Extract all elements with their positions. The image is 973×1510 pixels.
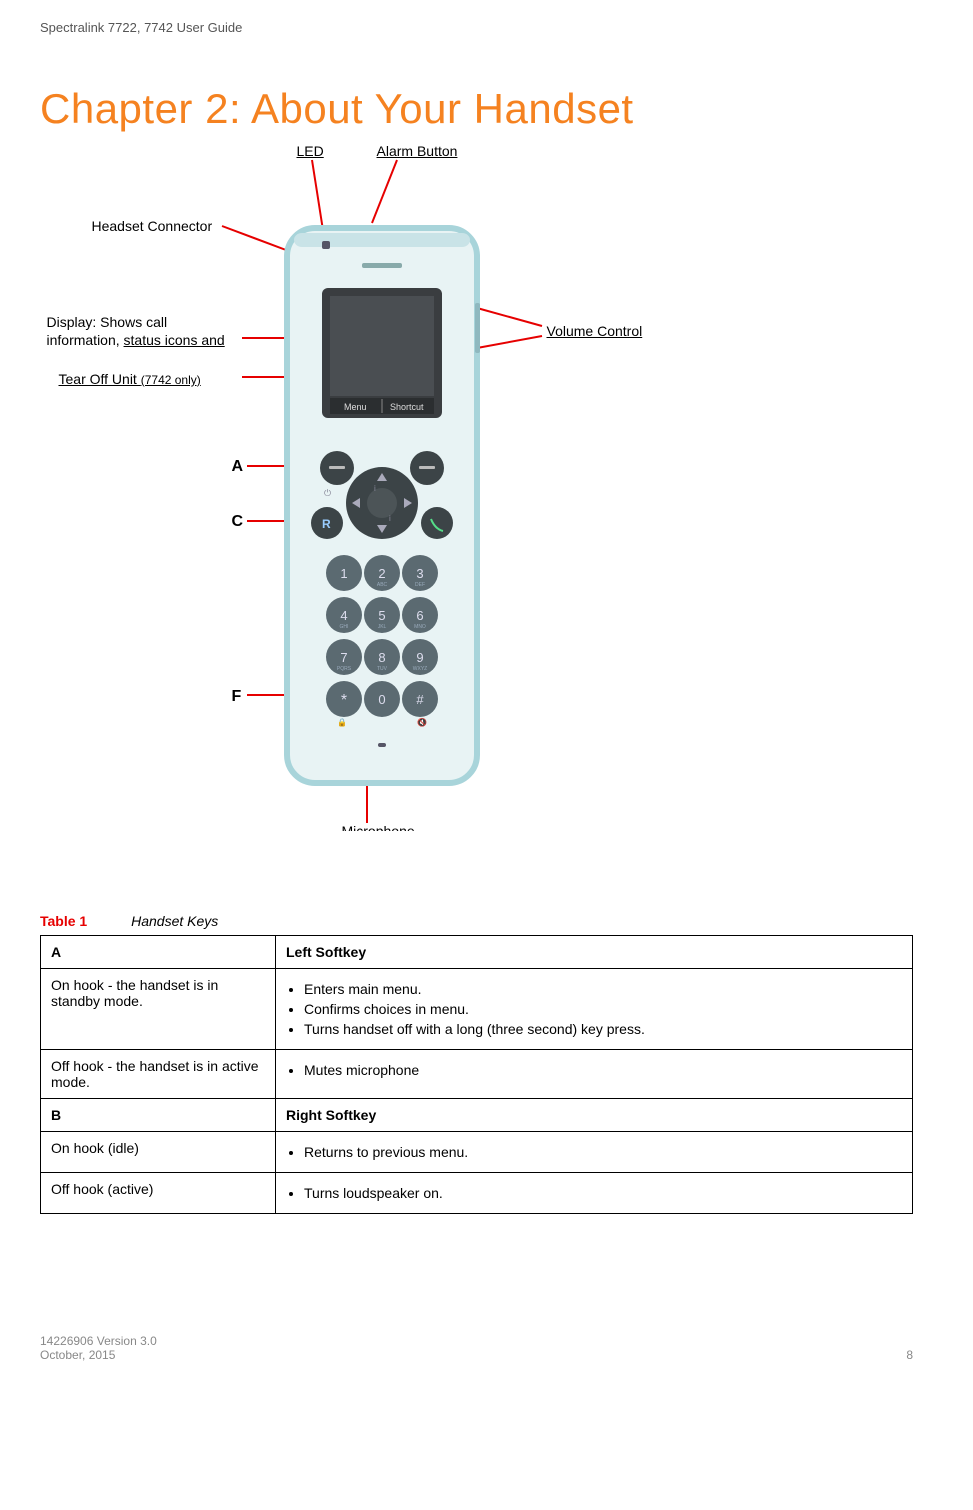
label-display: Display: Shows call information, status … [47, 313, 225, 349]
svg-text:⏻: ⏻ [324, 488, 331, 498]
handset-keys-table: A Left Softkey On hook - the handset is … [40, 935, 913, 1214]
svg-text:MNO: MNO [414, 624, 426, 630]
svg-text:ABC: ABC [376, 582, 387, 588]
svg-text:Shortcut: Shortcut [390, 402, 424, 412]
svg-text:#: # [416, 692, 424, 707]
b-offhook-b1: Turns loudspeaker on. [304, 1185, 902, 1201]
svg-text:JKL: JKL [377, 624, 386, 630]
svg-text:WXYZ: WXYZ [412, 666, 426, 672]
footer-version: 14226906 Version 3.0 [40, 1334, 157, 1348]
chapter-title: Chapter 2: About Your Handset [40, 85, 913, 133]
key-name-a: Left Softkey [276, 936, 913, 969]
label-tearoff: Tear Off Unit (7742 only) [59, 371, 201, 387]
letter-a: A [232, 458, 244, 476]
svg-text:PQRS: PQRS [336, 666, 351, 672]
svg-text:2: 2 [378, 566, 385, 581]
footer-date: October, 2015 [40, 1348, 157, 1362]
a-onhook-b1: Enters main menu. [304, 981, 902, 997]
svg-text:9: 9 [416, 650, 423, 665]
doc-header: Spectralink 7722, 7742 User Guide [40, 20, 913, 35]
letter-f: F [232, 688, 242, 706]
svg-text:Menu: Menu [344, 402, 367, 412]
svg-text:6: 6 [416, 608, 423, 623]
handset-illustration: Menu Shortcut R ⏻ i i [282, 223, 482, 793]
page-number: 8 [906, 1348, 913, 1362]
handset-diagram: LED Alarm Button Headset Connector Displ… [42, 143, 912, 873]
letter-c: C [232, 513, 244, 531]
b-offhook-desc: Turns loudspeaker on. [276, 1173, 913, 1214]
a-offhook-desc: Mutes microphone [276, 1050, 913, 1099]
svg-text:🔇: 🔇 [417, 717, 427, 727]
svg-text:i: i [389, 514, 391, 523]
b-onhook-b1: Returns to previous menu. [304, 1144, 902, 1160]
svg-text:1: 1 [340, 566, 347, 581]
label-alarm: Alarm Button [377, 143, 458, 159]
a-onhook-b3: Turns handset off with a long (three sec… [304, 1021, 902, 1037]
svg-text:7: 7 [340, 650, 347, 665]
a-onhook-desc: Enters main menu. Confirms choices in me… [276, 969, 913, 1050]
key-letter-a: A [41, 936, 276, 969]
b-onhook-mode: On hook (idle) [41, 1132, 276, 1173]
table-caption: Table 1 Handset Keys [40, 913, 913, 929]
svg-text:0: 0 [378, 692, 385, 707]
mic-mask [340, 831, 430, 843]
b-offhook-mode: Off hook (active) [41, 1173, 276, 1214]
a-onhook-b2: Confirms choices in menu. [304, 1001, 902, 1017]
label-headset: Headset Connector [92, 218, 213, 234]
svg-text:5: 5 [378, 608, 385, 623]
key-letter-b: B [41, 1099, 276, 1132]
svg-text:3: 3 [416, 566, 423, 581]
svg-text:TUV: TUV [377, 666, 388, 672]
a-onhook-mode: On hook - the handset is in standby mode… [41, 969, 276, 1050]
svg-text:4: 4 [340, 608, 347, 623]
svg-text:*: * [340, 692, 346, 709]
svg-text:R: R [322, 517, 331, 531]
a-offhook-mode: Off hook - the handset is in active mode… [41, 1050, 276, 1099]
a-offhook-b1: Mutes microphone [304, 1062, 902, 1078]
svg-text:i: i [374, 484, 376, 493]
page-footer: 14226906 Version 3.0 October, 2015 8 [40, 1334, 913, 1362]
svg-text:🔒: 🔒 [337, 718, 347, 727]
svg-text:8: 8 [378, 650, 385, 665]
svg-text:DEF: DEF [415, 582, 425, 588]
label-led: LED [297, 143, 324, 159]
b-onhook-desc: Returns to previous menu. [276, 1132, 913, 1173]
label-volume: Volume Control [547, 323, 643, 339]
svg-text:GHI: GHI [339, 624, 348, 630]
key-name-b: Right Softkey [276, 1099, 913, 1132]
